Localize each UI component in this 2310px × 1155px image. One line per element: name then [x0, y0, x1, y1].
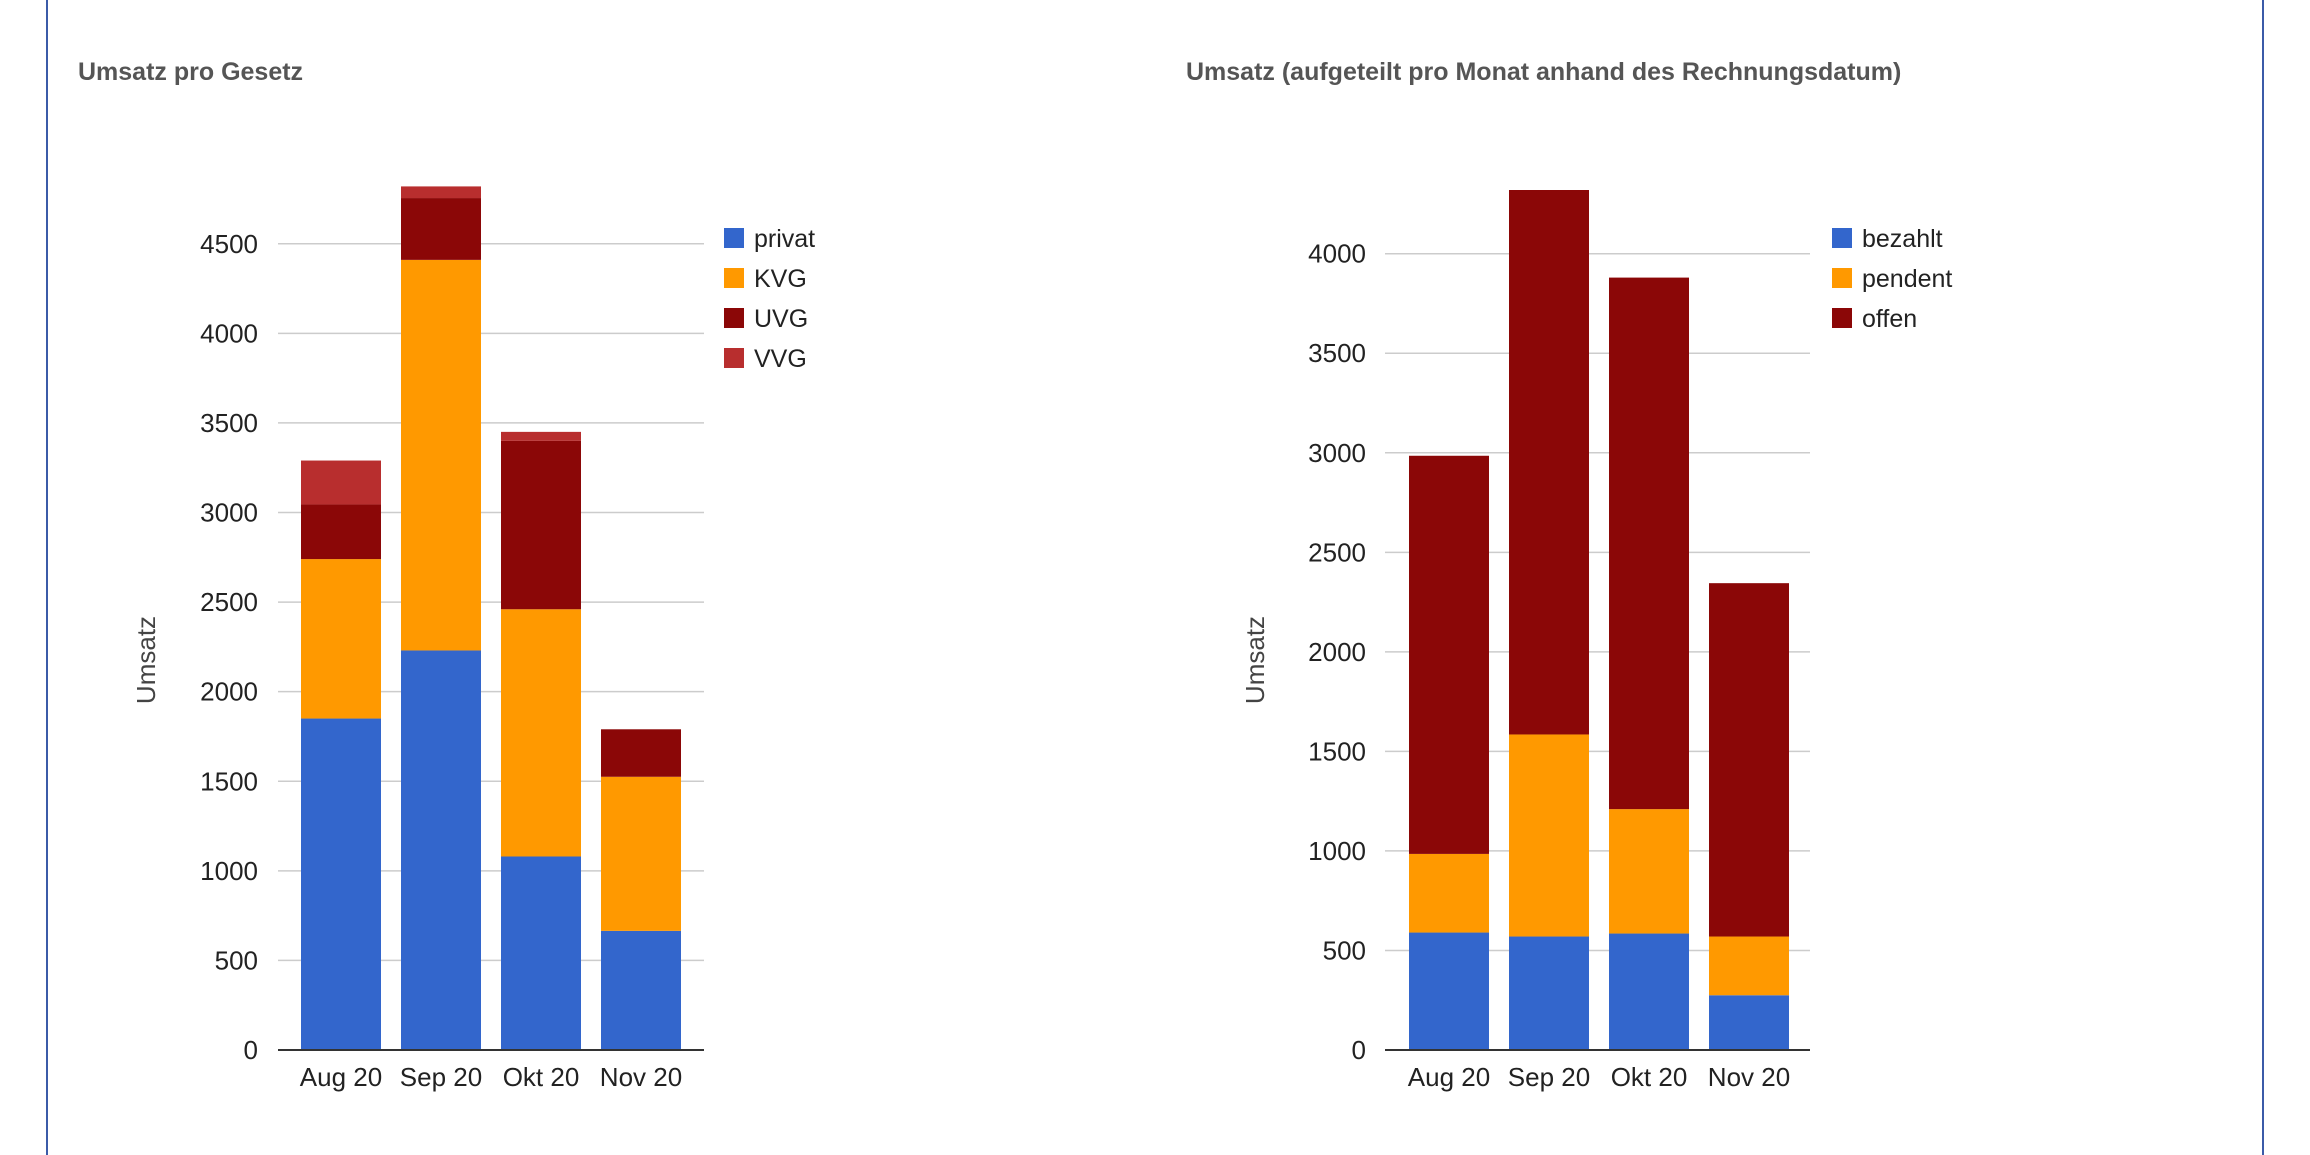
y-tick-label: 3500: [200, 408, 258, 438]
legend-swatch: [1832, 268, 1852, 288]
x-tick-label: Okt 20: [1611, 1062, 1688, 1092]
chart-title: Umsatz (aufgeteilt pro Monat anhand des …: [1186, 58, 1901, 86]
bar-segment-offen[interactable]: [1609, 277, 1689, 810]
legend-label: bezahlt: [1862, 225, 1943, 253]
bar-segment-uvg[interactable]: [501, 440, 581, 610]
bar-segment-kvg[interactable]: [601, 776, 681, 931]
bar-segment-vvg[interactable]: [301, 460, 381, 505]
bar-segment-vvg[interactable]: [401, 186, 481, 199]
y-tick-label: 3000: [1308, 438, 1366, 468]
x-tick-label: Nov 20: [1708, 1062, 1790, 1092]
bar-segment-bezahlt[interactable]: [1409, 932, 1489, 1050]
legend-label: UVG: [754, 305, 808, 333]
bar-segment-kvg[interactable]: [301, 559, 381, 719]
y-tick-label: 4000: [200, 318, 258, 348]
x-tick-label: Sep 20: [400, 1062, 482, 1092]
y-tick-label: 2000: [200, 677, 258, 707]
bar-segment-uvg[interactable]: [601, 729, 681, 777]
y-tick-label: 500: [215, 945, 258, 975]
y-tick-label: 1000: [1308, 836, 1366, 866]
bar-segment-bezahlt[interactable]: [1609, 933, 1689, 1050]
y-axis-label: Umsatz: [131, 616, 161, 704]
x-tick-label: Aug 20: [1408, 1062, 1490, 1092]
x-tick-label: Sep 20: [1508, 1062, 1590, 1092]
bar-segment-privat[interactable]: [601, 930, 681, 1050]
y-tick-label: 1500: [1308, 736, 1366, 766]
bar-segment-uvg[interactable]: [401, 198, 481, 260]
y-tick-label: 1500: [200, 766, 258, 796]
y-tick-label: 500: [1323, 935, 1366, 965]
chart-title: Umsatz pro Gesetz: [78, 58, 303, 86]
y-tick-label: 3000: [200, 498, 258, 528]
bar-segment-privat[interactable]: [401, 650, 481, 1050]
legend-label: pendent: [1862, 265, 1952, 293]
bar-segment-kvg[interactable]: [501, 609, 581, 857]
bar-segment-privat[interactable]: [501, 856, 581, 1051]
y-tick-label: 3500: [1308, 338, 1366, 368]
y-tick-label: 0: [244, 1035, 258, 1065]
x-tick-label: Aug 20: [300, 1062, 382, 1092]
legend-swatch: [724, 228, 744, 248]
chart-umsatz-pro-gesetz: Umsatz pro Gesetz 0 500 1000 1500 2000 2500 300…: [78, 58, 815, 1092]
y-tick-label: 1000: [200, 856, 258, 886]
legend-swatch: [1832, 308, 1852, 328]
y-tick-label: 2500: [1308, 537, 1366, 567]
bar-segment-pendent[interactable]: [1709, 936, 1789, 996]
legend-label: privat: [754, 225, 815, 253]
y-tick-label: 2000: [1308, 637, 1366, 667]
y-axis-label: Umsatz: [1240, 616, 1270, 704]
bar-segment-vvg[interactable]: [501, 431, 581, 441]
bar-segment-offen[interactable]: [1409, 455, 1489, 854]
chart-umsatz-pro-monat: Umsatz (aufgeteilt pro Monat anhand des …: [1186, 58, 1952, 1092]
legend-swatch: [724, 268, 744, 288]
bar-segment-bezahlt[interactable]: [1509, 936, 1589, 1050]
dashboard-panel-border: [46, 0, 2264, 1155]
bar-segment-offen[interactable]: [1509, 190, 1589, 735]
legend-label: KVG: [754, 265, 807, 293]
bar-segment-offen[interactable]: [1709, 583, 1789, 937]
bar-segment-pendent[interactable]: [1609, 809, 1689, 934]
legend-label: VVG: [754, 345, 807, 373]
y-tick-label: 0: [1352, 1035, 1366, 1065]
bar-segment-kvg[interactable]: [401, 259, 481, 651]
x-tick-label: Okt 20: [503, 1062, 580, 1092]
bar-segment-pendent[interactable]: [1509, 734, 1589, 937]
legend-label: offen: [1862, 305, 1917, 333]
x-tick-label: Nov 20: [600, 1062, 682, 1092]
bar-segment-uvg[interactable]: [301, 504, 381, 560]
bar-segment-privat[interactable]: [301, 718, 381, 1050]
y-tick-label: 4500: [200, 229, 258, 259]
legend-swatch: [724, 308, 744, 328]
legend-swatch: [1832, 228, 1852, 248]
bar-segment-pendent[interactable]: [1409, 853, 1489, 933]
bar-segment-bezahlt[interactable]: [1709, 995, 1789, 1050]
legend-swatch: [724, 348, 744, 368]
y-tick-label: 2500: [200, 587, 258, 617]
y-tick-label: 4000: [1308, 239, 1366, 269]
